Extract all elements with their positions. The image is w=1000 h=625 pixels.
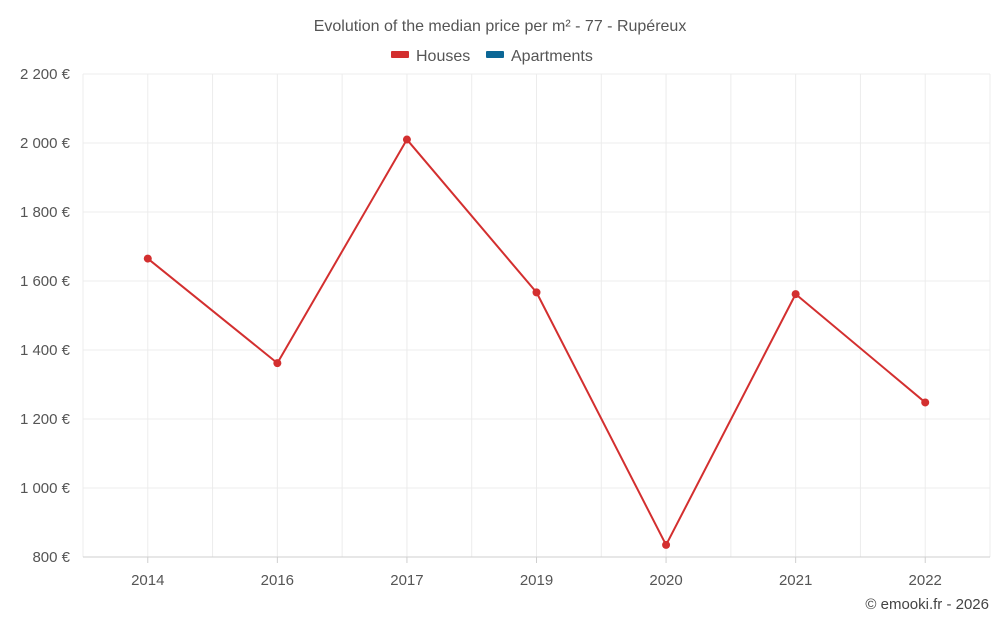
y-tick-label: 1 000 €	[20, 480, 71, 497]
data-point[interactable]	[273, 359, 282, 368]
y-tick-label: 1 400 €	[20, 342, 71, 359]
x-tick-label: 2021	[779, 572, 812, 589]
credit-text: © emooki.fr - 2026	[865, 596, 989, 613]
y-tick-label: 2 200 €	[20, 66, 71, 83]
data-point[interactable]	[143, 254, 152, 263]
y-tick-label: 1 600 €	[20, 273, 71, 290]
legend: Houses Apartments	[391, 48, 593, 65]
series-houses	[143, 135, 930, 549]
data-point[interactable]	[921, 398, 930, 407]
gridlines	[82, 73, 991, 557]
chart-title: Evolution of the median price per m² - 7…	[314, 18, 687, 35]
legend-swatch-houses	[391, 51, 409, 58]
legend-label-apartments: Apartments	[511, 48, 593, 65]
x-axis: 2014 2016 2017 2019 2020 2021 2022	[83, 556, 990, 589]
x-tick-label: 2022	[909, 572, 942, 589]
legend-item-houses[interactable]: Houses	[391, 48, 470, 65]
x-tick-label: 2014	[131, 572, 164, 589]
y-tick-label: 2 000 €	[20, 135, 71, 152]
legend-swatch-apartments	[486, 51, 504, 58]
x-tick-label: 2020	[649, 572, 682, 589]
data-point[interactable]	[662, 540, 671, 549]
y-tick-label: 800 €	[32, 549, 70, 566]
y-tick-label: 1 800 €	[20, 204, 71, 221]
legend-item-apartments[interactable]: Apartments	[486, 48, 593, 65]
data-point[interactable]	[791, 290, 800, 299]
data-point[interactable]	[532, 288, 541, 297]
y-axis: 800 € 1 000 € 1 200 € 1 400 € 1 600 € 1 800 €…	[20, 66, 71, 566]
x-tick-label: 2016	[261, 572, 294, 589]
data-point[interactable]	[402, 135, 411, 144]
y-tick-label: 1 200 €	[20, 411, 71, 428]
x-tick-label: 2017	[390, 572, 423, 589]
x-tick-label: 2019	[520, 572, 553, 589]
legend-label-houses: Houses	[416, 48, 470, 65]
